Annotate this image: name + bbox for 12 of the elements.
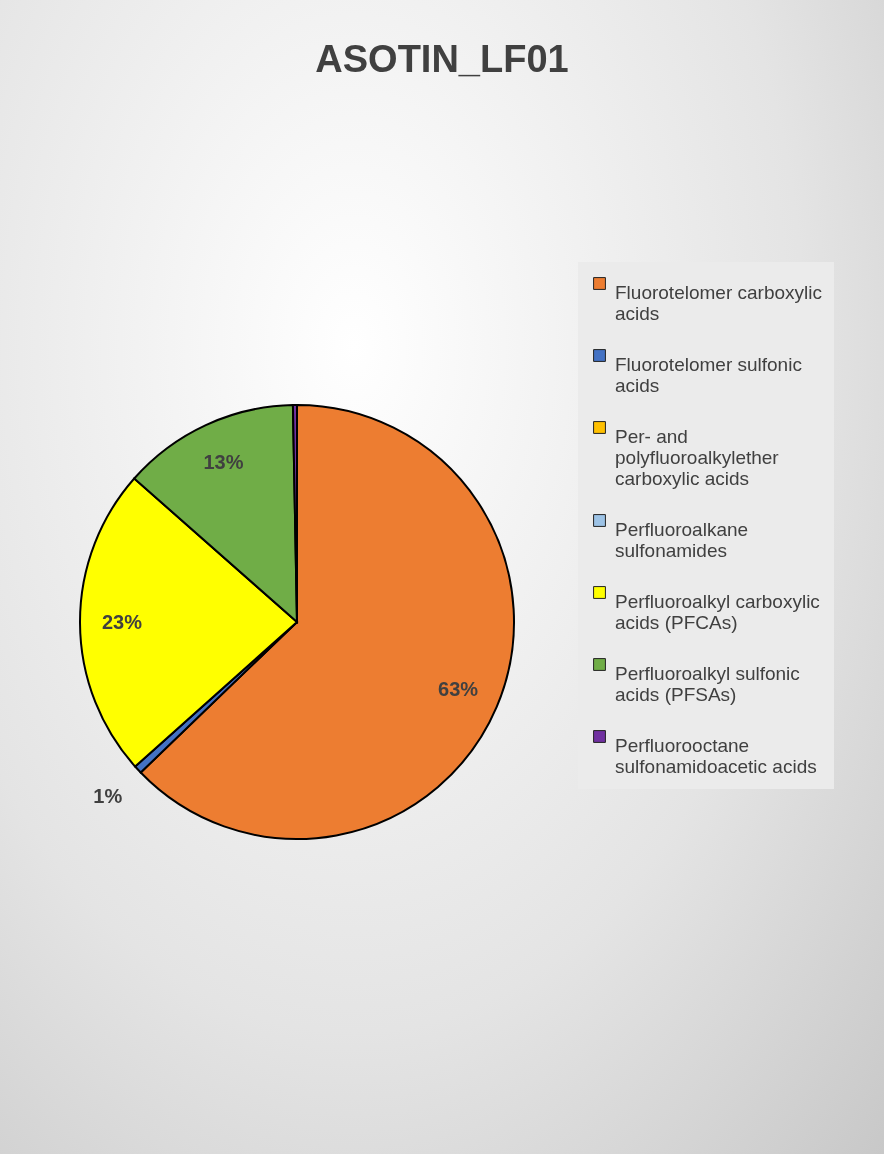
- legend-label: Perfluoroalkane sulfonamides: [615, 518, 749, 561]
- legend-label: Perfluorooctane sulfonamidoacetic acids: [615, 734, 817, 777]
- data-label: 63%: [438, 678, 479, 701]
- data-label: 1%: [93, 785, 123, 808]
- data-label: 23%: [101, 610, 143, 633]
- legend-label: Fluorotelomer carboxylic acids: [615, 281, 822, 324]
- data-label: 13%: [203, 451, 244, 474]
- legend-label: Per- and polyfluoroalkylether carboxylic acids: [615, 425, 780, 489]
- legend-label: Perfluoroalkyl sulfonic acids (PFSAs): [615, 662, 800, 705]
- legend-label: Perfluoroalkyl carboxylic acids (PFCAs): [615, 590, 820, 633]
- legend-label: Fluorotelomer sulfonic acids: [615, 353, 802, 396]
- chart-title: ASOTIN_LF01: [315, 38, 569, 80]
